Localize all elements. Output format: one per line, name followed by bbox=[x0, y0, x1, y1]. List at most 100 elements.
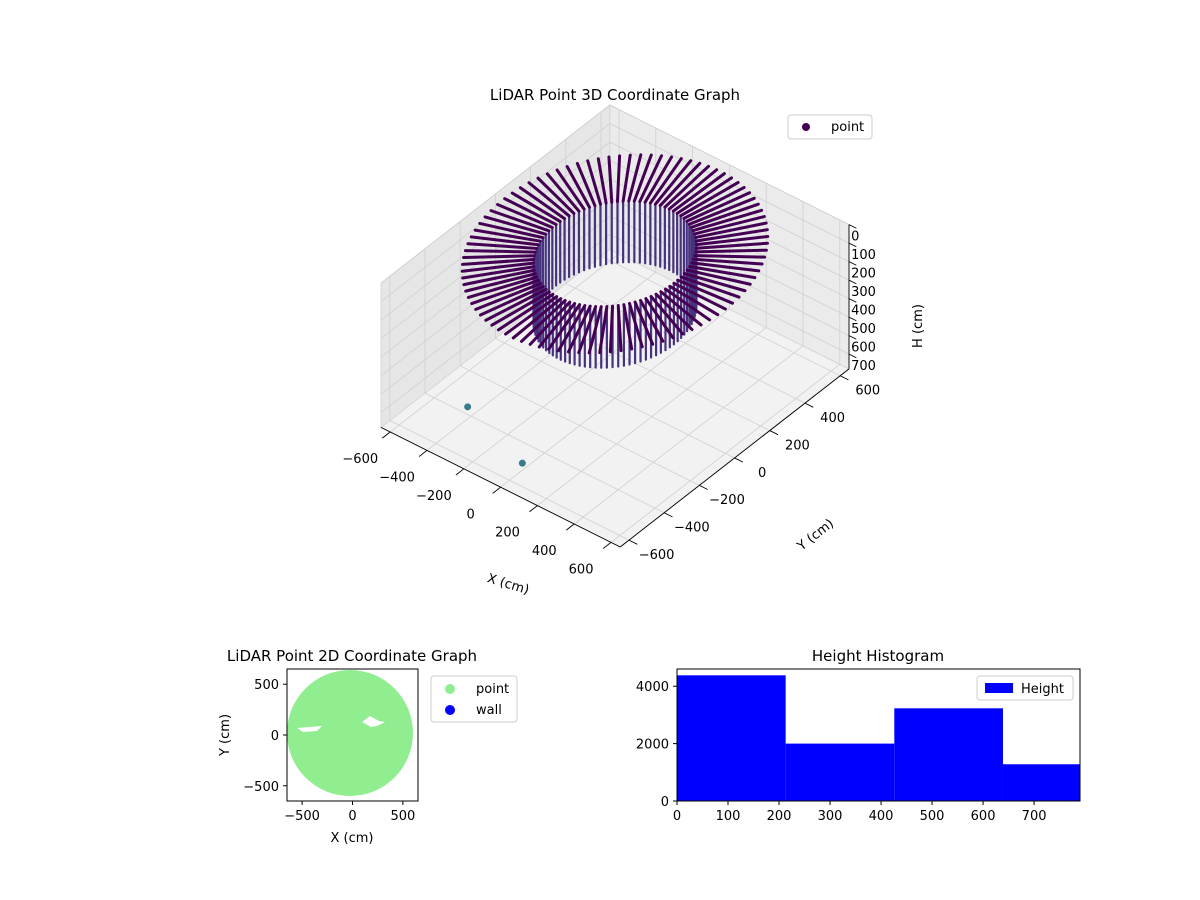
histogram-bar bbox=[894, 708, 1003, 801]
top-rim-point bbox=[518, 186, 567, 221]
legend-histogram-label: Height bbox=[1021, 682, 1064, 697]
top-rim-point bbox=[663, 287, 712, 322]
top-rim-point bbox=[470, 278, 541, 306]
histogram-bars bbox=[677, 675, 1080, 801]
top-rim-point bbox=[658, 161, 702, 208]
z-tick-mark-3d bbox=[848, 316, 857, 322]
top-rim-point bbox=[462, 268, 536, 287]
3d-point-cloud bbox=[459, 153, 770, 497]
x-tick-label-2d: 500 bbox=[390, 809, 415, 824]
top-rim-point bbox=[668, 284, 720, 317]
y-tick-label-hist: 0 bbox=[661, 795, 669, 810]
top-rim-point bbox=[528, 300, 572, 346]
top-rim-point bbox=[461, 257, 536, 266]
z-tick-label-3d: 700 bbox=[851, 359, 876, 374]
x-tick-label-3d: −600 bbox=[342, 452, 378, 467]
x-tick-label-2d: −500 bbox=[284, 809, 320, 824]
2d-axis-ticks: −500 0 500 −500 0 500 bbox=[243, 678, 415, 824]
y-axis-label-2d: Y (cm) bbox=[218, 714, 233, 757]
y-tick-label-2d: −500 bbox=[243, 780, 279, 795]
histogram-title: Height Histogram bbox=[812, 647, 944, 665]
x-tick-label-3d: 0 bbox=[467, 507, 475, 522]
top-rim-point bbox=[682, 272, 747, 293]
z-tick-mark-3d bbox=[848, 335, 857, 340]
top-rim-point bbox=[511, 297, 563, 340]
y-tick-label-3d: −600 bbox=[639, 548, 675, 563]
legend-histogram-frame bbox=[976, 675, 1074, 701]
legend-3d-frame bbox=[787, 114, 873, 140]
y-tick-label-2d: 0 bbox=[271, 729, 279, 744]
z-tick-mark-3d bbox=[848, 261, 857, 266]
legend-2d-wall-label: wall bbox=[476, 703, 502, 718]
top-rim-point bbox=[659, 290, 703, 327]
2d-gap-left bbox=[297, 726, 322, 732]
legend-histogram-swatch bbox=[985, 683, 1013, 693]
top-rim-point bbox=[566, 304, 592, 354]
top-rim-point bbox=[643, 155, 674, 204]
top-rim-point bbox=[621, 153, 632, 203]
top-rim-point bbox=[694, 221, 768, 239]
top-rim-point bbox=[628, 301, 644, 349]
top-rim-point bbox=[461, 265, 536, 280]
x-tick-mark-3d bbox=[602, 542, 612, 549]
x-tick-label-hist: 0 bbox=[673, 809, 681, 824]
x-tick-mark-3d bbox=[492, 486, 501, 494]
top-rim-point bbox=[694, 248, 768, 254]
x-axis-label-2d: X (cm) bbox=[331, 831, 374, 846]
3d-panes bbox=[380, 103, 850, 548]
top-rim-point bbox=[478, 284, 545, 317]
grid-line-h bbox=[380, 141, 850, 321]
histogram-axis-ticks: 0 100 200 300 400 500 600 700 0 2000 4000 bbox=[636, 680, 1047, 824]
top-rim-point bbox=[462, 254, 536, 260]
top-rim-point bbox=[483, 215, 548, 236]
chart-3d: LiDAR Point 3D Coordinate Graph −600−400… bbox=[342, 86, 926, 598]
top-rim-point bbox=[633, 300, 655, 346]
top-rim-point bbox=[503, 197, 558, 226]
histogram-bar bbox=[1002, 764, 1080, 801]
z-tick-label-3d: 0 bbox=[851, 230, 859, 245]
z-tick-label-3d: 200 bbox=[851, 267, 876, 282]
top-rim-point bbox=[615, 154, 622, 204]
top-rim-point bbox=[460, 261, 536, 273]
top-rim-point bbox=[682, 185, 746, 220]
top-rim-point bbox=[596, 157, 608, 205]
x-tick-label-3d: 600 bbox=[569, 563, 594, 578]
top-rim-point bbox=[679, 275, 741, 299]
y-tick-mark-3d bbox=[663, 512, 673, 518]
top-rim-point bbox=[586, 159, 602, 206]
y-tick-label-3d: 200 bbox=[785, 438, 810, 453]
histogram-bar bbox=[677, 675, 786, 801]
legend-3d-label: point bbox=[831, 120, 864, 135]
top-rim-point bbox=[679, 180, 740, 218]
top-rim-point bbox=[687, 196, 756, 226]
top-rim-point bbox=[676, 278, 734, 305]
z-tick-label-3d: 100 bbox=[851, 248, 876, 263]
top-rim-point bbox=[638, 154, 664, 204]
y-tick-mark-3d bbox=[804, 402, 814, 408]
top-rim-point bbox=[691, 208, 764, 233]
chart-histogram: Height Histogram 0 100 200 300 400 500 600 7000… bbox=[636, 647, 1081, 824]
histogram-frame bbox=[676, 668, 1081, 802]
x-tick-label-3d: 400 bbox=[532, 544, 557, 559]
legend-histogram: Height bbox=[976, 675, 1074, 701]
x-tick-label-hist: 100 bbox=[716, 809, 741, 824]
grid-line-y bbox=[389, 276, 630, 541]
top-rim-point bbox=[537, 302, 577, 349]
top-rim-point bbox=[616, 303, 623, 353]
z-tick-label-3d: 600 bbox=[851, 341, 876, 356]
top-rim-point bbox=[672, 281, 727, 311]
legend-2d-wall-marker bbox=[445, 705, 455, 715]
top-rim-point bbox=[627, 153, 643, 203]
top-rim-point bbox=[478, 221, 545, 240]
2d-gap-right bbox=[362, 716, 385, 727]
y-tick-label-3d: 0 bbox=[758, 466, 766, 481]
z-tick-label-3d: 500 bbox=[851, 322, 876, 337]
top-rim-point bbox=[520, 299, 567, 343]
top-rim-point bbox=[688, 265, 757, 280]
x-tick-label-3d: −200 bbox=[416, 489, 452, 504]
top-rim-point bbox=[622, 303, 634, 351]
legend-3d: point bbox=[787, 114, 873, 140]
y-tick-label-3d: 400 bbox=[820, 411, 845, 426]
x-tick-label-3d: 200 bbox=[495, 526, 520, 541]
